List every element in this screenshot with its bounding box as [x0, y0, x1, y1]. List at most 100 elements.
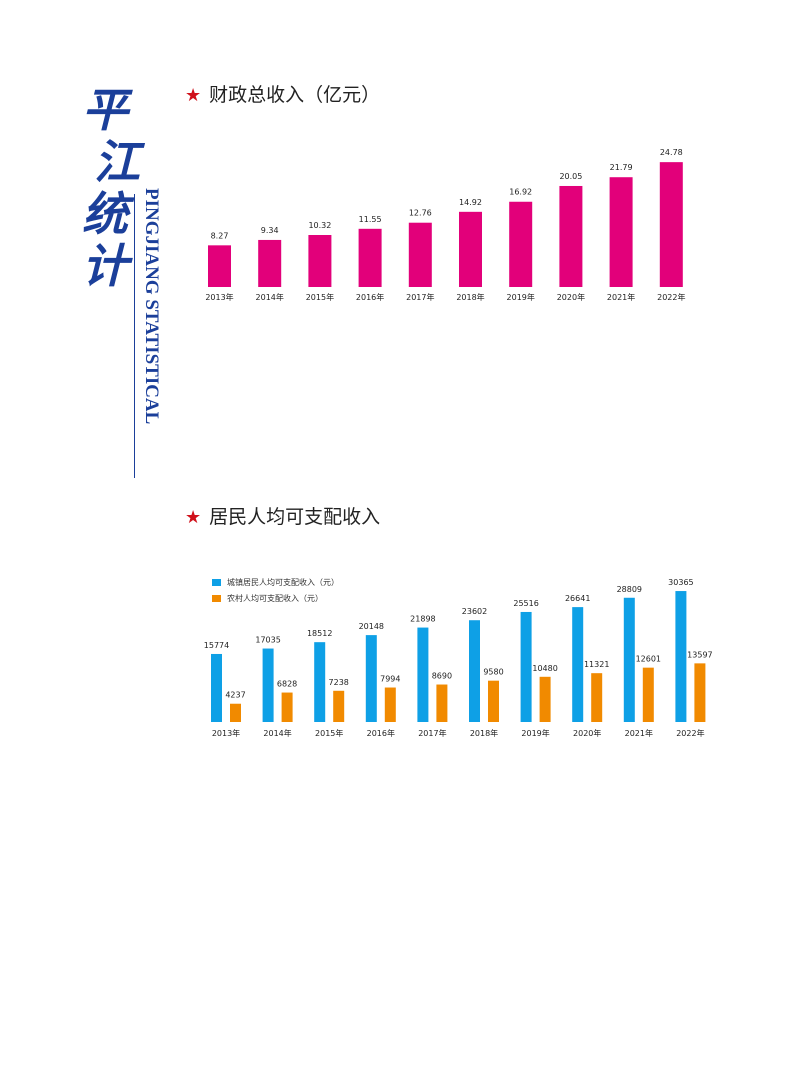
- fiscal-x-tick-label: 2019年: [507, 292, 535, 302]
- fiscal-x-tick-label: 2018年: [456, 292, 484, 302]
- fiscal-chart-heading: ★ 财政总收入（亿元）: [185, 80, 380, 107]
- brand-chinese-title: 平 江 统 计: [82, 83, 140, 293]
- urban-value-label: 18512: [307, 629, 332, 638]
- fiscal-value-label: 10.32: [308, 221, 331, 230]
- legend-label-urban: 城镇居民人均可支配收入（元）: [227, 577, 339, 587]
- rural-income-bar: [539, 676, 551, 722]
- fiscal-x-tick-label: 2014年: [256, 292, 284, 302]
- urban-income-bar: [417, 627, 429, 722]
- fiscal-bar: [609, 177, 633, 287]
- brand-divider: [134, 194, 135, 478]
- urban-income-bar: [211, 653, 222, 722]
- urban-income-bar: [314, 642, 326, 722]
- urban-income-bar: [365, 635, 377, 722]
- rural-income-bar: [436, 684, 448, 722]
- fiscal-value-label: 11.55: [359, 215, 382, 224]
- income-chart-legend: 城镇居民人均可支配收入（元） 农村人均可支配收入（元）: [212, 574, 339, 606]
- fiscal-bar: [258, 239, 282, 287]
- fiscal-value-label: 21.79: [610, 163, 633, 172]
- fiscal-chart-title: 财政总收入（亿元）: [209, 84, 381, 106]
- legend-item-urban: 城镇居民人均可支配收入（元）: [212, 574, 339, 590]
- income-x-tick-label: 2017年: [418, 728, 446, 738]
- rural-value-label: 4237: [225, 691, 245, 700]
- urban-value-label: 20148: [359, 622, 384, 631]
- urban-value-label: 26641: [565, 594, 590, 603]
- rural-value-label: 13597: [687, 650, 712, 659]
- rural-value-label: 9580: [483, 668, 503, 677]
- fiscal-value-label: 16.92: [509, 188, 532, 197]
- fiscal-x-tick-label: 2017年: [406, 292, 434, 302]
- disposable-income-chart: 15774 4237 2013年 17035 6828 2014年 18512 7238 201…: [195, 575, 715, 745]
- income-x-tick-label: 2021年: [625, 728, 653, 738]
- rural-value-label: 7994: [380, 675, 400, 684]
- rural-income-bar: [333, 690, 345, 722]
- fiscal-x-tick-label: 2021年: [607, 292, 635, 302]
- income-x-tick-label: 2022年: [676, 728, 704, 738]
- income-chart-heading: ★ 居民人均可支配收入: [185, 502, 380, 529]
- income-x-tick-label: 2018年: [470, 728, 498, 738]
- urban-value-label: 30365: [668, 578, 693, 587]
- star-icon: ★: [185, 507, 202, 528]
- rural-value-label: 11321: [584, 660, 609, 669]
- rural-value-label: 7238: [329, 678, 349, 687]
- urban-value-label: 15774: [204, 641, 229, 650]
- fiscal-bar: [408, 222, 432, 287]
- income-x-tick-label: 2014年: [263, 728, 291, 738]
- fiscal-value-label: 8.27: [211, 231, 229, 240]
- rural-income-bar: [591, 673, 603, 722]
- rural-income-bar: [694, 663, 706, 722]
- brand-logo: 平 江 统 计 PINGJIANG STATISTICAL: [82, 83, 172, 478]
- brand-english-title: PINGJIANG STATISTICAL: [141, 188, 162, 425]
- star-icon: ★: [185, 85, 202, 106]
- income-x-tick-label: 2019年: [521, 728, 549, 738]
- income-x-tick-label: 2013年: [212, 728, 240, 738]
- legend-swatch-urban: [212, 578, 221, 586]
- brand-char: 计: [82, 239, 128, 293]
- rural-income-bar: [281, 692, 293, 722]
- urban-value-label: 28809: [617, 585, 642, 594]
- urban-income-bar: [469, 620, 480, 722]
- fiscal-value-label: 12.76: [409, 209, 432, 218]
- fiscal-value-label: 14.92: [459, 198, 482, 207]
- fiscal-revenue-plot: 8.27 2013年 9.34 2014年 10.32 2015年 11.55 2016年 12…: [205, 148, 685, 302]
- brand-char: 平: [82, 83, 128, 137]
- fiscal-bar: [308, 235, 332, 287]
- urban-income-bar: [572, 607, 584, 722]
- disposable-income-plot: 15774 4237 2013年 17035 6828 2014年 18512 7238 201…: [204, 578, 713, 738]
- fiscal-x-tick-label: 2022年: [657, 292, 685, 302]
- fiscal-value-label: 24.78: [660, 148, 683, 157]
- urban-income-bar: [675, 591, 687, 722]
- legend-label-rural: 农村人均可支配收入（元）: [227, 593, 323, 603]
- rural-value-label: 6828: [277, 680, 297, 689]
- rural-income-bar: [488, 680, 499, 722]
- rural-income-bar: [384, 687, 396, 722]
- urban-income-bar: [623, 597, 635, 722]
- fiscal-x-tick-label: 2016年: [356, 292, 384, 302]
- fiscal-revenue-chart: 8.27 2013年 9.34 2014年 10.32 2015年 11.55 2016年 12…: [195, 130, 695, 310]
- brand-char: 江: [94, 135, 140, 189]
- rural-value-label: 12601: [636, 655, 661, 664]
- urban-value-label: 25516: [513, 599, 538, 608]
- legend-item-rural: 农村人均可支配收入（元）: [212, 590, 339, 606]
- rural-income-bar: [230, 703, 241, 722]
- fiscal-bar: [459, 211, 482, 287]
- income-x-tick-label: 2015年: [315, 728, 343, 738]
- urban-value-label: 21898: [410, 615, 435, 624]
- fiscal-bar: [208, 245, 231, 287]
- urban-income-bar: [262, 648, 274, 722]
- fiscal-x-tick-label: 2013年: [205, 292, 233, 302]
- income-chart-title: 居民人均可支配收入: [209, 506, 381, 528]
- rural-income-bar: [642, 667, 654, 722]
- urban-value-label: 23602: [462, 607, 487, 616]
- fiscal-bar: [358, 228, 382, 287]
- brand-char: 统: [82, 187, 128, 241]
- fiscal-bar: [659, 162, 683, 287]
- fiscal-bar: [559, 185, 583, 287]
- fiscal-bar: [509, 201, 533, 287]
- fiscal-x-tick-label: 2015年: [306, 292, 334, 302]
- rural-value-label: 8690: [432, 672, 452, 681]
- legend-swatch-rural: [212, 594, 221, 602]
- income-x-tick-label: 2020年: [573, 728, 601, 738]
- urban-income-bar: [520, 611, 532, 722]
- fiscal-value-label: 20.05: [559, 172, 582, 181]
